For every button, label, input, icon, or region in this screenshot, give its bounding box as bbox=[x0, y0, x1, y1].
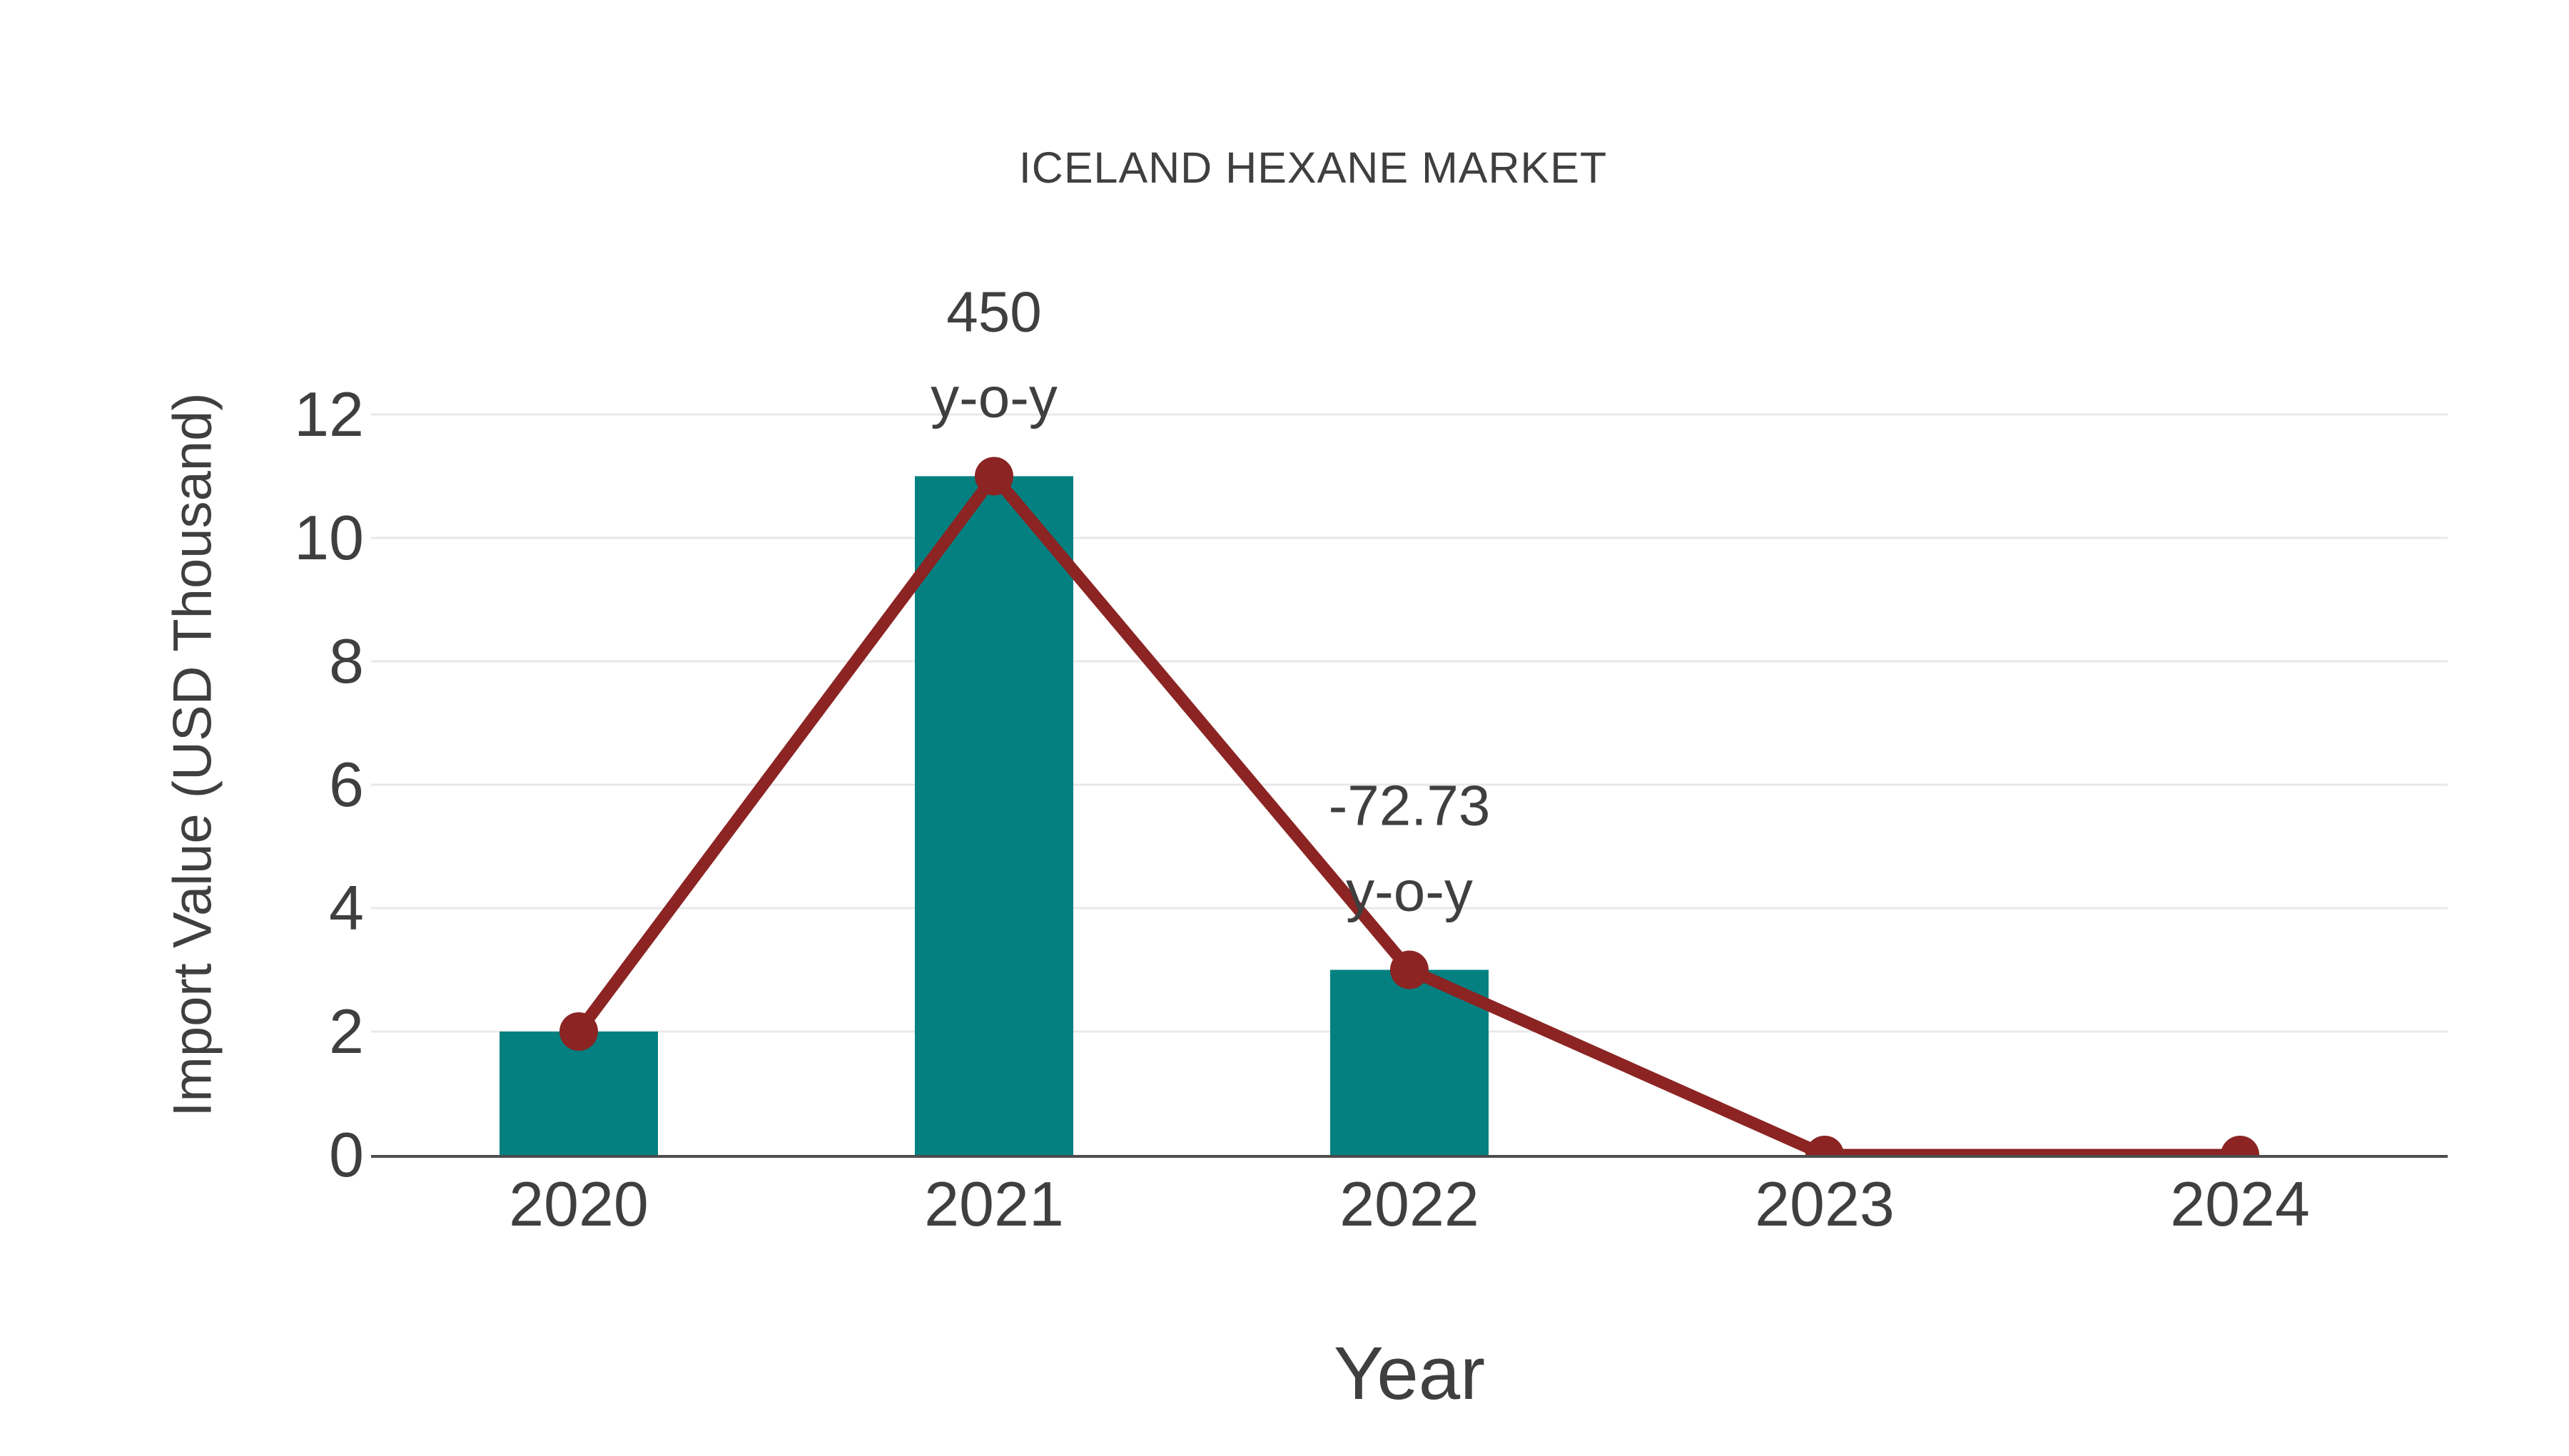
x-tick-label: 2021 bbox=[924, 1169, 1064, 1239]
x-tick-label: 2024 bbox=[2170, 1169, 2310, 1239]
trend-line-group bbox=[559, 457, 2259, 1155]
bar bbox=[500, 1032, 658, 1155]
plot-area: 0 2 4 6 8 10 12 2020 2021 2022 2023 2024 450 y-o-y -72… bbox=[294, 280, 2448, 1239]
data-point-marker bbox=[1805, 1136, 1844, 1155]
data-point-marker bbox=[975, 457, 1013, 496]
x-tick-label: 2020 bbox=[509, 1169, 649, 1239]
annotation-suffix: y-o-y bbox=[1346, 860, 1473, 923]
y-tick-label: 0 bbox=[329, 1119, 364, 1190]
y-tick-label: 6 bbox=[329, 749, 364, 820]
x-tick-label: 2023 bbox=[1755, 1169, 1895, 1239]
bar bbox=[1330, 969, 1489, 1155]
bar bbox=[915, 476, 1073, 1155]
data-point-marker bbox=[559, 1012, 598, 1051]
y-tick-label: 10 bbox=[294, 502, 364, 573]
data-point-marker bbox=[1390, 950, 1429, 989]
chart-title: ICELAND HEXANE MARKET bbox=[1018, 143, 1608, 192]
annotation-value: 450 bbox=[946, 280, 1041, 344]
y-tick-label: 2 bbox=[329, 996, 364, 1066]
y-tick-label: 4 bbox=[329, 872, 364, 943]
iceland-hexane-market-chart: ICELAND HEXANE MARKET Import Value (USD … bbox=[29, 11, 2569, 1456]
annotation-value: -72.73 bbox=[1329, 774, 1491, 838]
x-tick-label: 2022 bbox=[1339, 1169, 1479, 1239]
y-tick-label: 12 bbox=[294, 379, 364, 449]
data-point-marker bbox=[2221, 1136, 2259, 1155]
annotation-suffix: y-o-y bbox=[931, 366, 1058, 429]
x-axis-title: Year bbox=[1333, 1332, 1486, 1415]
y-tick-label: 8 bbox=[329, 626, 364, 696]
